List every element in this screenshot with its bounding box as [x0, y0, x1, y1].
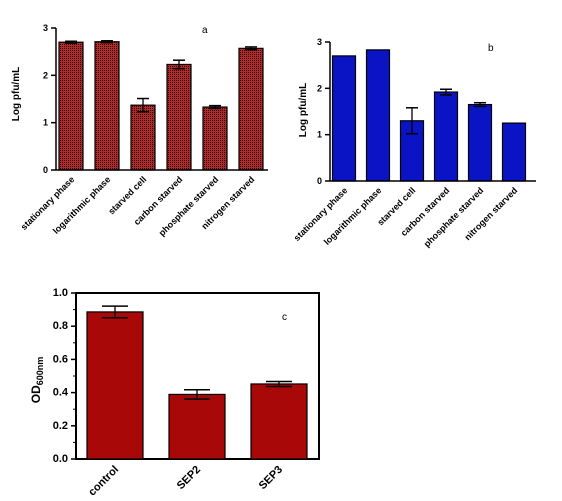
x-category-label: logarithmic phase — [322, 185, 384, 247]
y-tick-label: 1 — [43, 118, 48, 128]
bar — [250, 383, 308, 460]
panel-c-y-axis-title-main: OD — [29, 385, 43, 403]
x-category-label: phosphate starved — [157, 174, 221, 238]
panel-a-y-axis-title: Log pfu/mL — [11, 67, 22, 121]
panel-a-letter: a — [202, 25, 208, 36]
y-tick-label: 2 — [317, 83, 322, 93]
x-category-label: SEP3 — [257, 464, 285, 492]
x-category-label: control — [86, 464, 121, 499]
bar — [501, 122, 527, 182]
y-tick-label: 0.8 — [53, 320, 68, 332]
panel-c-y-axis-title: OD600nm — [29, 357, 45, 404]
bar — [331, 55, 357, 182]
x-category-label: SEP2 — [175, 464, 203, 492]
x-category-label: phosphate starved — [422, 185, 486, 249]
y-tick-label: 0.4 — [53, 387, 69, 399]
y-tick-label: 1 — [317, 130, 322, 140]
y-tick-label: 1.0 — [53, 287, 68, 299]
bar — [168, 393, 226, 460]
y-tick-label: 0.2 — [53, 420, 68, 432]
y-tick-label: 3 — [43, 23, 48, 33]
y-tick-label: 2 — [43, 70, 48, 80]
y-tick-label: 0.0 — [53, 453, 68, 465]
bar — [94, 41, 120, 171]
bar — [58, 41, 84, 171]
bar — [238, 47, 264, 171]
bar — [202, 106, 228, 171]
y-tick-label: 0.6 — [53, 353, 68, 365]
bar — [433, 91, 459, 182]
panel-b-y-axis-title: Log pfu/mL — [298, 83, 309, 137]
panel-c-y-axis-title-subscript: 600nm — [35, 357, 45, 386]
bar — [130, 104, 156, 171]
chart-panel-c: OD600nm c 0.0 0.2 0.4 0.6 0.8 1.0 control SEP2… — [29, 287, 320, 499]
panel-b-letter: b — [488, 43, 494, 54]
bar — [86, 311, 144, 460]
y-tick-label: 0 — [317, 176, 322, 186]
bar — [467, 103, 493, 182]
y-tick-label: 0 — [43, 165, 48, 175]
y-tick-label: 3 — [317, 37, 322, 47]
panel-c-letter: c — [282, 312, 287, 323]
bar — [365, 49, 391, 182]
bar — [166, 63, 192, 171]
